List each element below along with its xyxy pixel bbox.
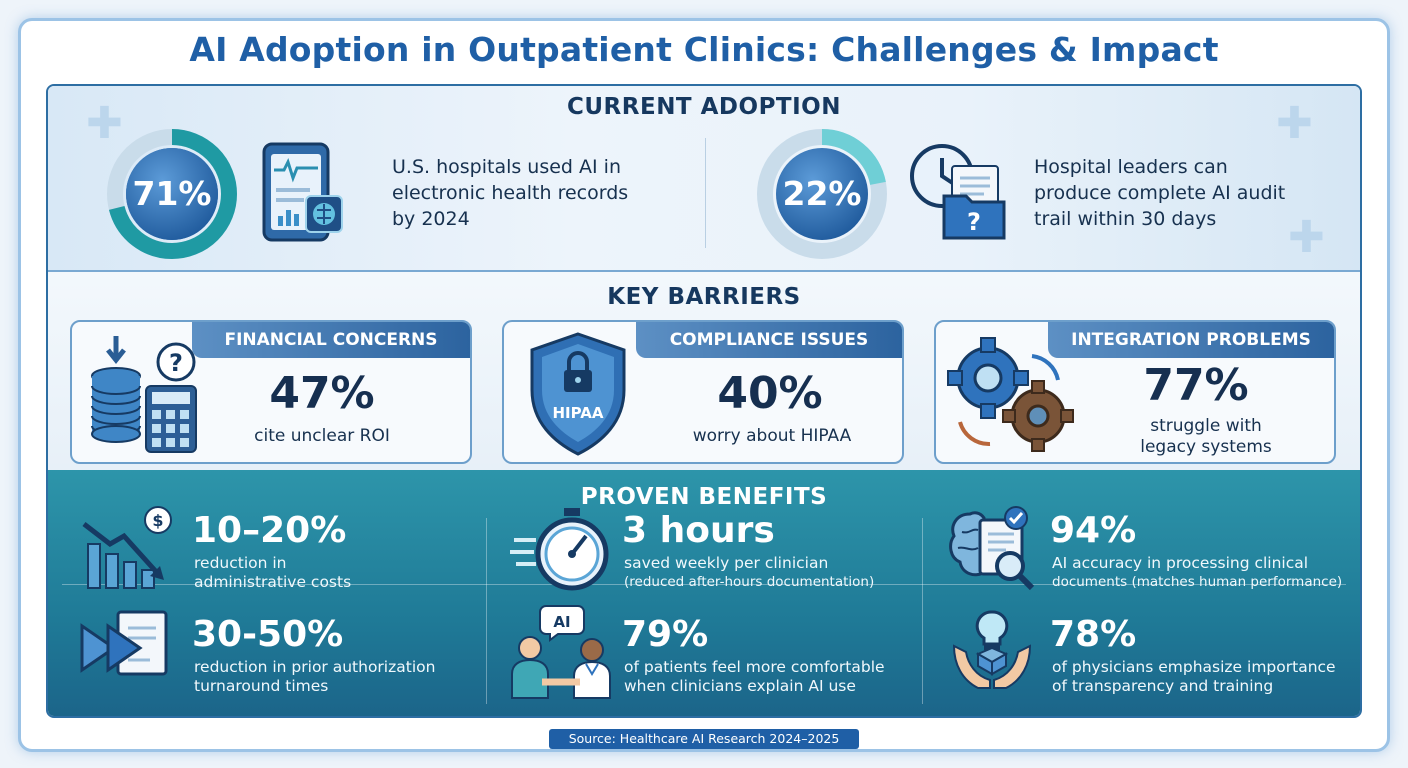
benefit-text: of patients feel more comfortable when c… [624, 658, 885, 695]
current-adoption-heading: CURRENT ADOPTION [567, 94, 841, 120]
benefit-value: 79% [622, 614, 709, 655]
content-panel: ✚ ✚ ✚ CURRENT ADOPTION 71% [46, 84, 1362, 718]
adoption-stat-text: U.S. hospitals used AI in electronic hea… [392, 156, 629, 230]
page-title: AI Adoption in Outpatient Clinics: Chall… [189, 30, 1219, 69]
barrier-text: worry about HIPAA [692, 426, 852, 446]
benefit-value: 10–20% [192, 510, 347, 551]
barrier-value: 40% [717, 368, 823, 419]
divider [922, 518, 923, 704]
barrier-text: cite unclear ROI [254, 426, 390, 446]
barrier-value: 77% [1143, 360, 1249, 411]
donut-progress-arc [757, 129, 887, 259]
benefit-text: of physicians emphasize importance of tr… [1052, 658, 1336, 695]
adoption-donut-71: 71% [106, 128, 238, 260]
hands-lightbulb-icon [950, 606, 1034, 696]
adoption-stat-text: Hospital leaders can produce complete AI… [1034, 156, 1286, 230]
hipaa-label: HIPAA [553, 404, 604, 422]
divider [62, 584, 1346, 585]
svg-text:$: $ [152, 511, 163, 530]
clock-folder-icon: ? [908, 144, 1016, 244]
gears-icon [946, 336, 1078, 456]
key-barriers-heading: KEY BARRIERS [607, 284, 801, 310]
barrier-value: 47% [269, 368, 375, 419]
donut-chart [107, 129, 237, 259]
doctor-patient-icon: AI [506, 600, 616, 700]
medical-cross-icon: ✚ [86, 98, 123, 149]
proven-benefits-heading: PROVEN BENEFITS [580, 484, 828, 510]
brain-document-icon [948, 504, 1040, 594]
donut-chart [757, 129, 887, 259]
svg-text:?: ? [169, 349, 183, 377]
donut-value: 22% [782, 174, 862, 213]
divider [705, 138, 706, 248]
fast-forward-document-icon [78, 608, 178, 688]
medical-cross-icon: ✚ [1276, 98, 1313, 149]
barrier-text: struggle with legacy systems [1140, 416, 1272, 457]
card-title: FINANCIAL CONCERNS [192, 322, 470, 358]
tablet-chip-icon [260, 142, 348, 246]
stopwatch-icon [510, 506, 610, 592]
current-adoption-section: ✚ ✚ ✚ CURRENT ADOPTION 71% [48, 86, 1360, 272]
adoption-donut-22: 22% [756, 128, 888, 260]
card-title: COMPLIANCE ISSUES [636, 322, 902, 358]
donut-progress-arc [107, 129, 237, 259]
coins-calculator-icon: ? [86, 332, 206, 456]
benefit-value: 78% [1050, 614, 1137, 655]
barrier-card-financial: FINANCIAL CONCERNS ? [70, 320, 472, 464]
hipaa-shield-icon: HIPAA [526, 330, 630, 458]
ai-bubble-label: AI [553, 613, 570, 631]
barrier-card-integration: INTEGRATION PROBLEMS [934, 320, 1336, 464]
svg-text:?: ? [967, 208, 981, 236]
cost-down-chart-icon: $ [80, 504, 176, 592]
medical-cross-icon: ✚ [1288, 212, 1325, 263]
benefit-value: 94% [1050, 510, 1137, 551]
benefit-value: 30-50% [192, 614, 344, 655]
barrier-card-compliance: COMPLIANCE ISSUES HIPAA 40% worry about … [502, 320, 904, 464]
benefit-value: 3 hours [622, 510, 775, 551]
benefit-text: AI accuracy in processing clinical docum… [1052, 554, 1343, 590]
benefit-text: saved weekly per clinician (reduced afte… [624, 554, 875, 590]
card-title: INTEGRATION PROBLEMS [1048, 322, 1334, 358]
key-barriers-section: KEY BARRIERS FINANCIAL CONCERNS [48, 272, 1360, 470]
benefit-text: reduction in prior authorization turnaro… [194, 658, 436, 695]
donut-value: 71% [132, 174, 212, 213]
proven-benefits-section: PROVEN BENEFITS $ 10–20% reduction in ad… [48, 470, 1360, 716]
source-label: Source: Healthcare AI Research 2024–2025 [549, 729, 859, 749]
divider [486, 518, 487, 704]
benefit-text: reduction in administrative costs [194, 554, 352, 591]
